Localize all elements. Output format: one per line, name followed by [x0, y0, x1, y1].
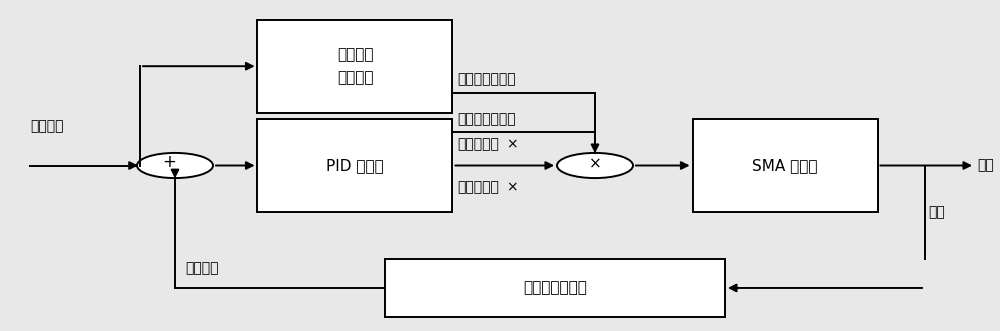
Text: SMA 驱动器: SMA 驱动器: [752, 158, 818, 173]
Text: 输出: 输出: [977, 159, 994, 172]
Text: ×: ×: [506, 137, 518, 151]
Text: 拟合输出: 拟合输出: [185, 261, 218, 275]
Circle shape: [557, 153, 633, 178]
Text: 丝２补偿占空比: 丝２补偿占空比: [458, 112, 516, 126]
Text: ×: ×: [589, 156, 601, 171]
Text: 电阵: 电阵: [928, 205, 945, 219]
Bar: [257, 119, 452, 212]
Text: 丝１补偿占空比: 丝１补偿占空比: [458, 72, 516, 86]
Text: 自传感反馈单元: 自传感反馈单元: [523, 280, 587, 296]
Bar: [385, 259, 725, 317]
Text: +: +: [162, 153, 176, 171]
Text: 丝１占空比: 丝１占空比: [458, 137, 499, 151]
Text: PID 控制器: PID 控制器: [326, 158, 384, 173]
Bar: [692, 119, 878, 212]
Text: ×: ×: [506, 180, 518, 194]
Text: 输入目标: 输入目标: [30, 119, 64, 133]
Text: 滞后模型
补偿单元: 滞后模型 补偿单元: [337, 48, 373, 85]
Text: 丝２占空比: 丝２占空比: [458, 180, 499, 194]
Circle shape: [137, 153, 213, 178]
Bar: [257, 20, 452, 113]
